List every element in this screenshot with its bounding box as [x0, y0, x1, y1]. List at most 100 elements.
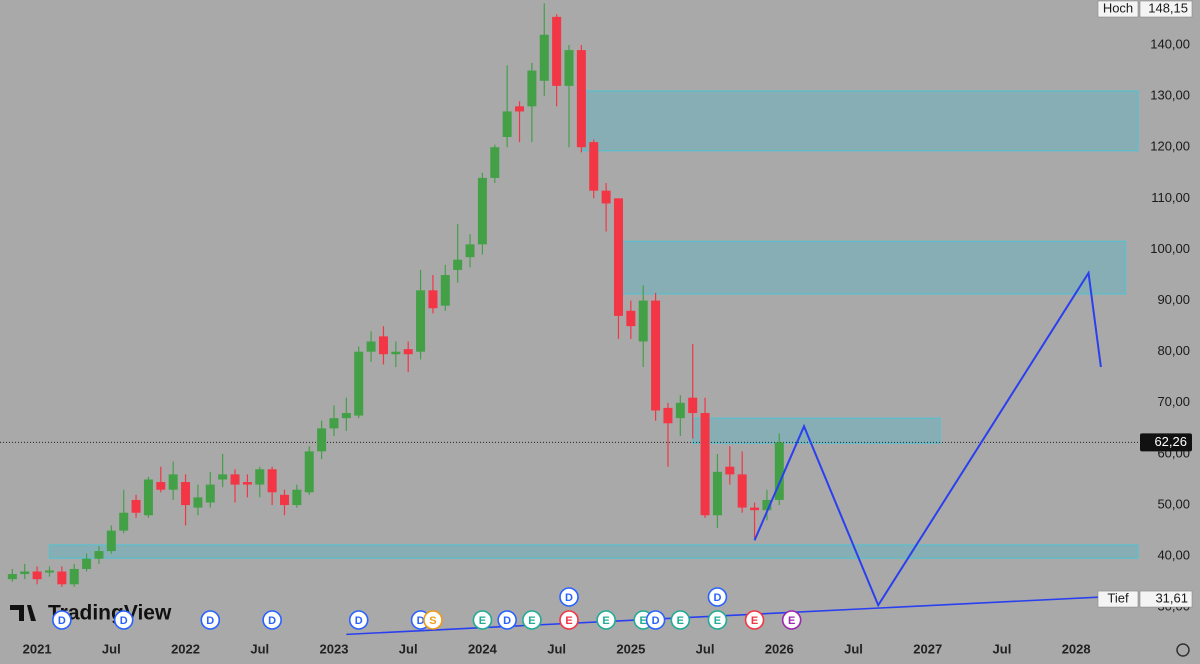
- marker-value: 148,15: [1148, 0, 1188, 15]
- candle-body: [774, 442, 784, 500]
- candle-body: [168, 474, 178, 490]
- event-badge: [559, 587, 579, 607]
- event-marker[interactable]: S: [423, 610, 443, 630]
- event-label: D: [713, 592, 721, 604]
- candle-body: [341, 413, 351, 419]
- marker-name-box: [1097, 0, 1139, 18]
- event-label: D: [58, 615, 66, 627]
- candle-body: [242, 482, 252, 485]
- event-badge: [645, 610, 666, 630]
- settings-icon[interactable]: [1176, 643, 1190, 657]
- event-label: E: [677, 615, 684, 627]
- y-tick-label: 140,00: [1150, 36, 1190, 51]
- y-tick-label: 110,00: [1151, 190, 1190, 205]
- candle-body: [292, 489, 302, 506]
- candle-body: [762, 499, 772, 511]
- candle-body: [502, 111, 512, 137]
- event-label: S: [429, 615, 436, 627]
- event-badge: [262, 610, 282, 630]
- x-tick-label: 2028: [1062, 641, 1091, 656]
- event-label: D: [652, 615, 660, 627]
- candle-body: [440, 275, 450, 306]
- candle-body: [280, 494, 289, 506]
- candle-body: [156, 482, 166, 490]
- candle-body: [44, 570, 54, 573]
- candle-body: [267, 469, 277, 493]
- x-tick-label: Jul: [102, 641, 121, 656]
- event-label: E: [565, 615, 572, 627]
- candle-body: [304, 451, 314, 493]
- last-price-box: [1140, 433, 1192, 452]
- last-price-label: 62,26: [1154, 434, 1187, 449]
- candle-body: [391, 351, 401, 355]
- event-label: E: [788, 615, 795, 627]
- event-marker[interactable]: E: [670, 610, 691, 630]
- candle-body: [94, 551, 104, 559]
- event-label: E: [640, 615, 647, 627]
- event-marker[interactable]: E: [522, 610, 542, 630]
- candle-body: [131, 499, 141, 513]
- candle-body: [82, 558, 92, 569]
- event-badge: [744, 610, 765, 630]
- candle-body: [564, 50, 574, 86]
- event-label: E: [528, 615, 535, 627]
- y-tick-label: 70,00: [1157, 394, 1190, 409]
- candle-body: [205, 484, 215, 503]
- y-tick-label: 50,00: [1157, 496, 1190, 511]
- candle-body: [193, 497, 203, 508]
- event-marker[interactable]: D: [645, 610, 666, 630]
- event-marker[interactable]: E: [744, 610, 765, 630]
- event-marker[interactable]: D: [497, 610, 517, 630]
- candle-body: [218, 474, 228, 480]
- zone: [580, 90, 1139, 152]
- candle-body: [181, 482, 191, 506]
- x-tick-label: 2025: [616, 641, 645, 656]
- x-tick-label: 2026: [765, 641, 794, 656]
- event-marker[interactable]: D: [52, 610, 72, 630]
- candle-body: [366, 341, 376, 352]
- candle-body: [539, 34, 549, 81]
- y-tick-label: 90,00: [1157, 292, 1190, 307]
- event-badge: [522, 610, 542, 630]
- event-marker[interactable]: E: [559, 610, 579, 630]
- candle-body: [416, 290, 426, 352]
- candle-body: [700, 413, 710, 516]
- event-label: E: [479, 615, 486, 627]
- y-tick-label: 40,00: [1157, 548, 1190, 563]
- event-marker[interactable]: E: [596, 610, 616, 630]
- event-marker[interactable]: D: [348, 610, 369, 630]
- event-marker[interactable]: E: [472, 610, 493, 630]
- event-label: E: [751, 615, 758, 627]
- event-marker[interactable]: D: [113, 610, 134, 630]
- candle-body: [626, 310, 636, 327]
- event-marker[interactable]: E: [781, 610, 802, 630]
- event-badge: [472, 610, 493, 630]
- candle-body: [601, 190, 611, 204]
- candle-body: [490, 147, 500, 178]
- candle-body: [32, 571, 42, 580]
- event-marker[interactable]: D: [707, 587, 728, 607]
- event-badge: [596, 610, 616, 630]
- x-tick-label: Jul: [993, 641, 1012, 656]
- marker-value-box: [1139, 0, 1193, 18]
- candle-body: [675, 402, 685, 419]
- candle-body: [552, 16, 562, 86]
- event-marker[interactable]: D: [200, 610, 221, 630]
- logo-icon: [10, 605, 36, 621]
- candle-body: [255, 469, 265, 485]
- y-tick-label: 100,00: [1150, 241, 1190, 256]
- marker-name: Tief: [1107, 590, 1129, 605]
- candle-body: [527, 70, 537, 107]
- x-tick-label: Jul: [547, 641, 566, 656]
- event-label: D: [206, 615, 214, 627]
- candle-body: [317, 428, 327, 452]
- x-tick-label: Jul: [696, 641, 715, 656]
- event-marker[interactable]: D: [262, 610, 282, 630]
- y-tick-label: 120,00: [1150, 139, 1190, 154]
- marker-name: Hoch: [1103, 0, 1133, 15]
- event-marker[interactable]: E: [707, 610, 728, 630]
- event-label: E: [714, 615, 721, 627]
- candle-body: [477, 177, 487, 245]
- event-marker[interactable]: D: [559, 587, 579, 607]
- candle-body: [688, 397, 698, 414]
